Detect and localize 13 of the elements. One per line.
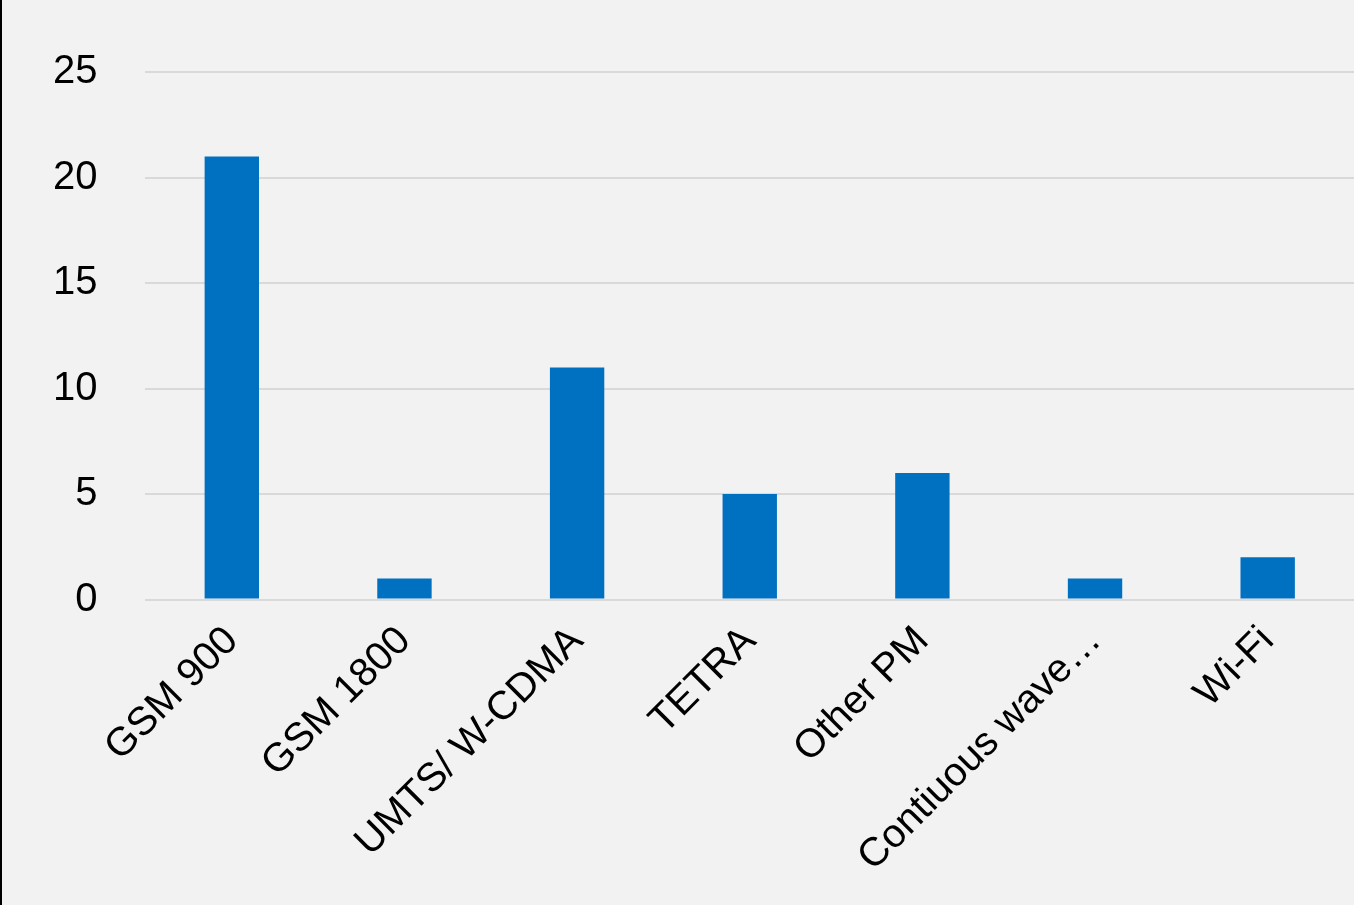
bar bbox=[895, 472, 950, 599]
y-tick-label: 5 bbox=[75, 469, 98, 514]
bar bbox=[377, 578, 432, 599]
y-tick-label: 20 bbox=[52, 152, 98, 197]
bar bbox=[1067, 578, 1123, 599]
bar bbox=[722, 494, 777, 599]
y-tick-label: 15 bbox=[52, 258, 98, 303]
y-tick-label: 10 bbox=[52, 363, 98, 408]
bar bbox=[204, 156, 260, 599]
y-tick-label: 25 bbox=[52, 47, 98, 92]
bar bbox=[1240, 557, 1295, 599]
y-tick-label: 0 bbox=[75, 574, 98, 619]
bar bbox=[549, 367, 605, 599]
